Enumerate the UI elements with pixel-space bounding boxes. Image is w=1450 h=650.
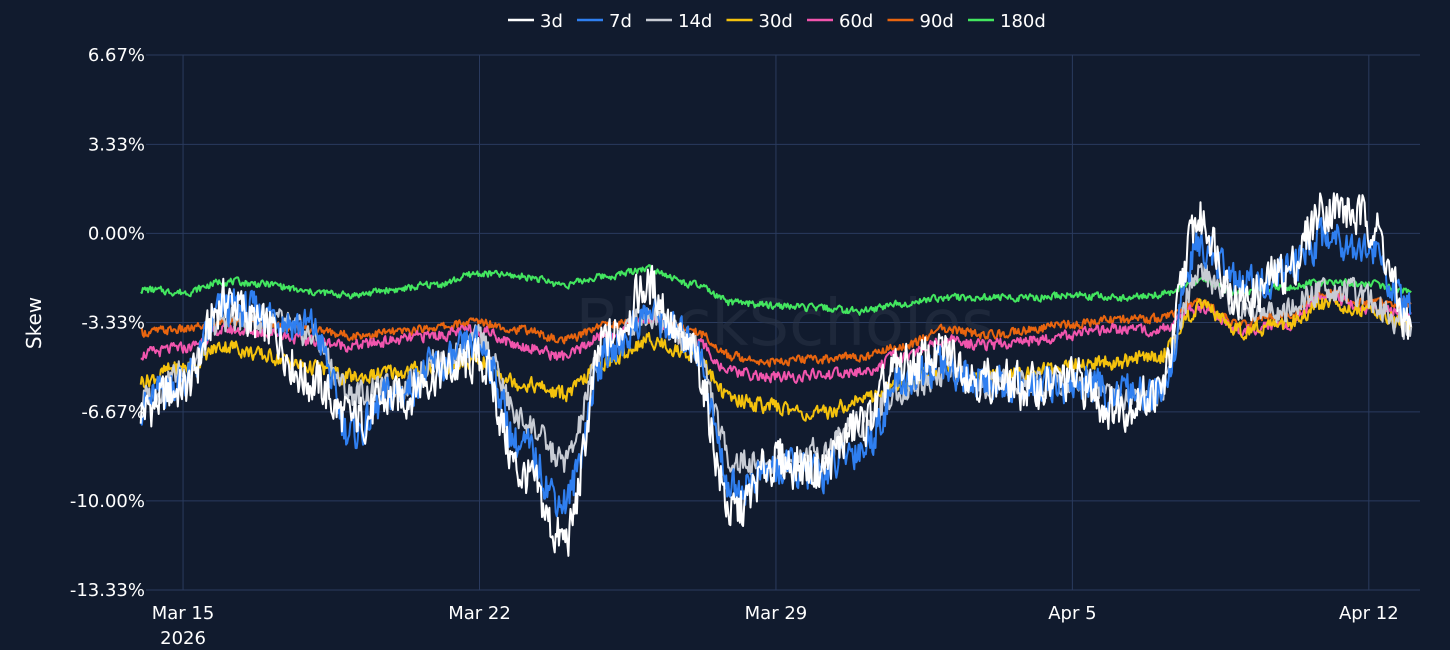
x-tick-label: Apr 12 bbox=[1339, 603, 1399, 624]
y-axis-title: Skew bbox=[22, 297, 46, 349]
legend-item-30d[interactable]: 30d bbox=[726, 11, 793, 32]
x-tick-label: Mar 29 bbox=[745, 603, 808, 624]
y-tick-label: -6.67% bbox=[81, 402, 145, 423]
series-line-3d bbox=[139, 192, 1413, 557]
legend-label: 14d bbox=[678, 11, 712, 32]
series-line-90d bbox=[140, 288, 1412, 368]
legend-label: 60d bbox=[839, 11, 873, 32]
y-tick-label: -3.33% bbox=[81, 313, 145, 334]
x-axis-tick-labels: Mar 15 2026 Mar 22 Mar 29 Apr 5 Apr 12 bbox=[152, 603, 1399, 649]
series-line-30d bbox=[139, 295, 1413, 422]
y-tick-label: 3.33% bbox=[88, 134, 145, 155]
legend-item-90d[interactable]: 90d bbox=[887, 11, 954, 32]
y-tick-label: -10.00% bbox=[70, 491, 145, 512]
legend-label: 180d bbox=[1000, 11, 1046, 32]
series-line-7d bbox=[139, 217, 1412, 518]
legend[interactable]: 3d 7d 14d 30d 60d 90d 180d bbox=[508, 11, 1046, 32]
legend-label: 7d bbox=[609, 11, 632, 32]
legend-item-60d[interactable]: 60d bbox=[807, 11, 873, 32]
x-tick-label: Mar 15 bbox=[152, 603, 215, 624]
grid-lines bbox=[146, 54, 1420, 591]
series-line-180d bbox=[140, 264, 1412, 316]
x-tick-label: Apr 5 bbox=[1048, 603, 1096, 624]
legend-item-7d[interactable]: 7d bbox=[577, 11, 632, 32]
series-line-60d bbox=[140, 292, 1412, 384]
y-tick-label: -13.33% bbox=[70, 580, 145, 601]
legend-item-14d[interactable]: 14d bbox=[646, 11, 712, 32]
y-axis-tick-labels: 6.67% 3.33% 0.00% -3.33% -6.67% -10.00% -13.33… bbox=[70, 45, 145, 601]
y-tick-label: 6.67% bbox=[88, 45, 145, 66]
legend-item-180d[interactable]: 180d bbox=[968, 11, 1046, 32]
legend-label: 30d bbox=[759, 11, 793, 32]
y-tick-label: 0.00% bbox=[88, 223, 145, 244]
legend-label: 3d bbox=[540, 11, 563, 32]
series-lines bbox=[139, 192, 1413, 557]
x-tick-sublabel: 2026 bbox=[160, 628, 206, 649]
legend-label: 90d bbox=[920, 11, 954, 32]
legend-item-3d[interactable]: 3d bbox=[508, 11, 563, 32]
x-tick-label: Mar 22 bbox=[448, 603, 511, 624]
